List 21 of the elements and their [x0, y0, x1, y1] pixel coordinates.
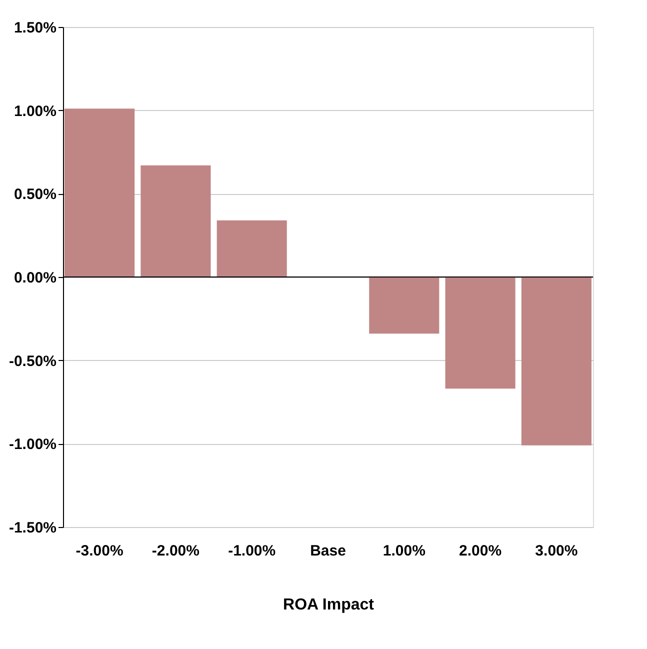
bar — [140, 165, 211, 277]
y-tick-label: -1.00% — [8, 436, 56, 454]
y-tick-label: 1.00% — [14, 102, 56, 120]
y-tick-label: 0.50% — [14, 186, 56, 204]
x-tick-label: Base — [310, 542, 346, 560]
bar — [64, 108, 135, 277]
bar — [216, 220, 287, 277]
x-tick-label: -3.00% — [76, 542, 124, 560]
x-axis-title: ROA Impact — [283, 596, 375, 614]
y-tick-label: 0.00% — [14, 270, 56, 286]
y-tick-label: 1.50% — [14, 20, 56, 36]
bar — [521, 277, 592, 446]
bar — [445, 277, 516, 389]
x-tick-label: -1.00% — [228, 542, 276, 560]
y-tick-label: -0.50% — [8, 352, 56, 370]
x-tick-label: 2.00% — [459, 542, 502, 560]
x-tick-label: 3.00% — [535, 542, 578, 560]
bar — [369, 277, 440, 334]
x-tick-label: 1.00% — [382, 542, 426, 560]
y-tick-label: -1.50% — [8, 520, 56, 536]
x-tick-label: -2.00% — [152, 542, 200, 560]
